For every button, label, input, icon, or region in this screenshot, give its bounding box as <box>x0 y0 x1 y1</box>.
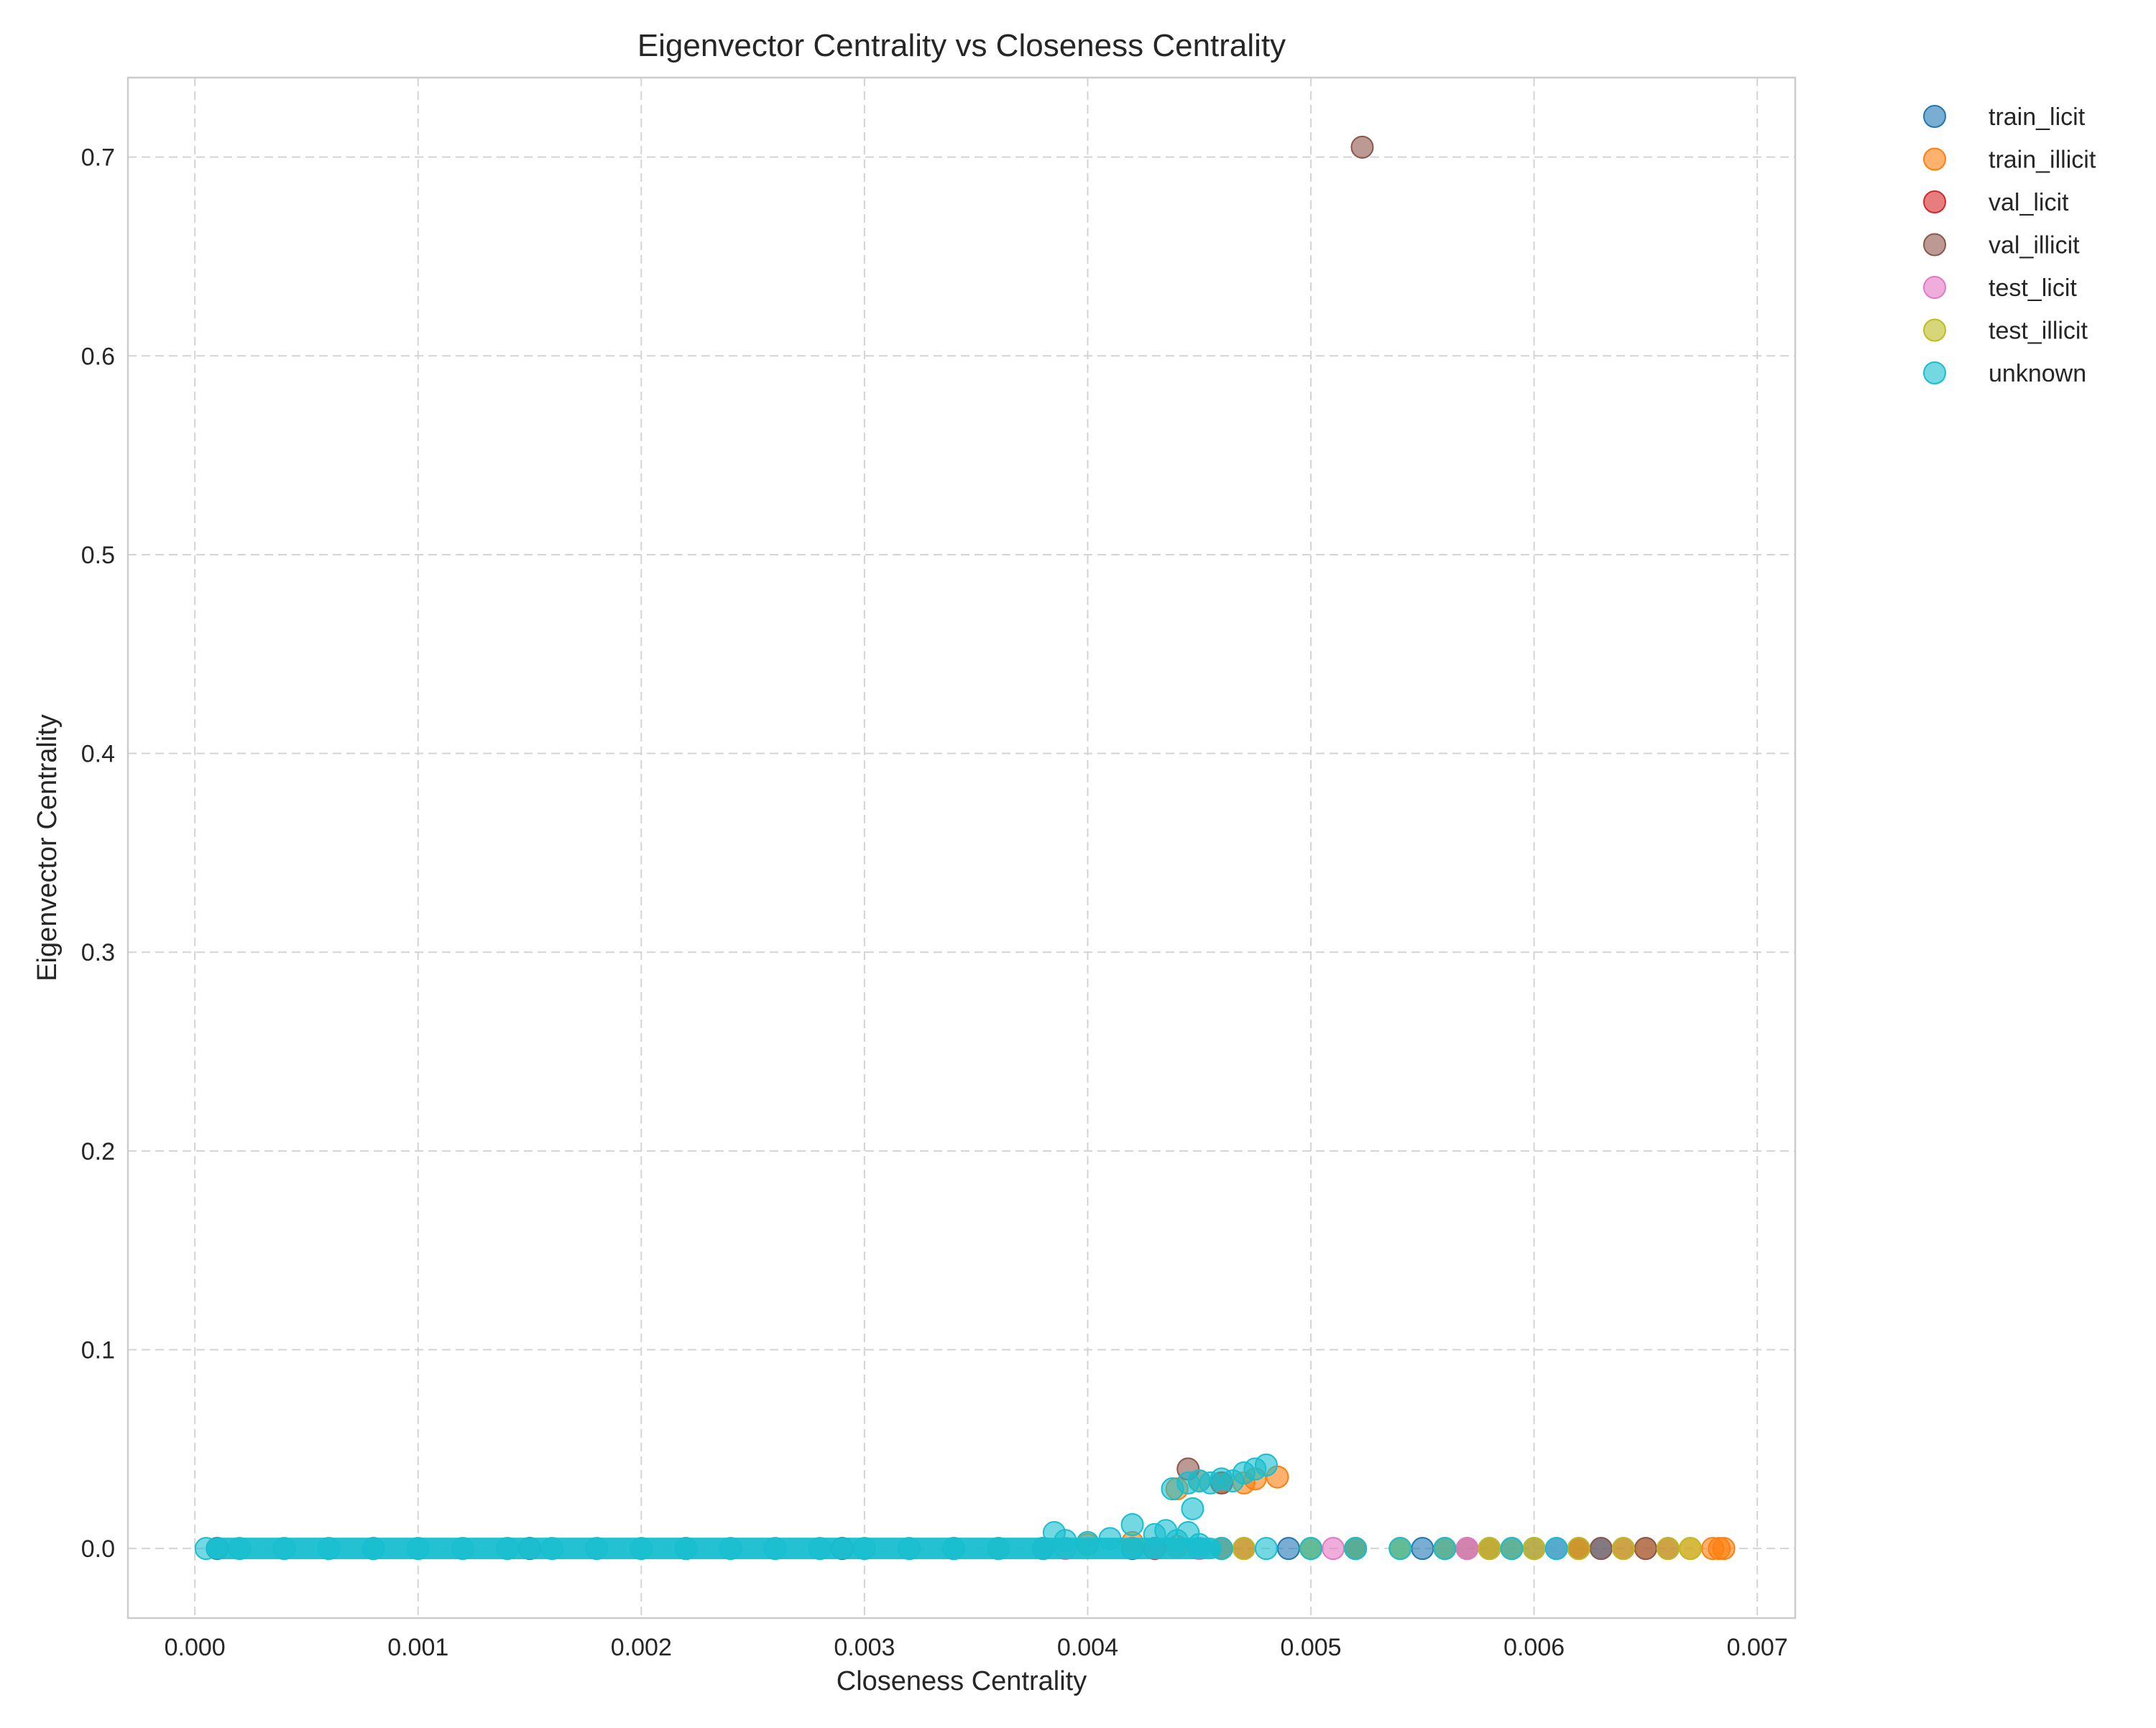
legend-marker <box>1923 233 1946 257</box>
y-tick-label: 0.4 <box>81 741 115 768</box>
x-tick-label: 0.007 <box>1727 1634 1788 1661</box>
data-point <box>1344 1537 1368 1561</box>
legend-label: unknown <box>1989 360 2086 387</box>
data-point <box>1433 1537 1457 1561</box>
legend-marker <box>1923 318 1946 342</box>
data-point <box>1276 1537 1300 1561</box>
data-point <box>1500 1537 1524 1561</box>
data-point <box>1634 1537 1657 1561</box>
legend: train_licit train_illicit val_licit val_ill… <box>1923 103 2096 387</box>
plot-area <box>128 78 1795 1618</box>
data-point <box>1322 1537 1345 1561</box>
grid <box>128 78 1795 1618</box>
tick-labels: 0.000 0.001 0.002 0.003 0.004 0.005 0.006 0.007… <box>81 144 1788 1661</box>
data-point <box>1181 1497 1204 1520</box>
data-point <box>1522 1537 1546 1561</box>
data-point <box>1478 1537 1501 1561</box>
legend-label: test_illicit <box>1989 318 2088 345</box>
legend-marker <box>1923 190 1946 213</box>
y-tick-label: 0.5 <box>81 542 115 569</box>
legend-marker <box>1923 147 1946 171</box>
data-point <box>1544 1537 1568 1561</box>
data-point <box>1411 1537 1434 1561</box>
legend-label: val_licit <box>1989 189 2069 216</box>
data-point <box>1388 1537 1412 1561</box>
y-tick-label: 0.2 <box>81 1138 115 1165</box>
x-tick-label: 0.005 <box>1281 1634 1342 1661</box>
legend-label: val_illicit <box>1989 232 2080 259</box>
data-point <box>1589 1537 1613 1561</box>
data-point <box>1232 1537 1256 1561</box>
legend-label: train_licit <box>1989 103 2086 131</box>
x-axis-label: Closeness Centrality <box>837 1666 1087 1696</box>
x-tick-label: 0.006 <box>1503 1634 1565 1661</box>
data-point <box>1656 1537 1680 1561</box>
y-axis-label: Eigenvector Centrality <box>32 714 63 981</box>
data-point <box>1350 135 1374 159</box>
legend-marker <box>1923 105 1946 128</box>
data-point <box>1567 1537 1590 1561</box>
y-tick-label: 0.7 <box>81 144 115 172</box>
plot-frame <box>126 76 1797 1620</box>
x-tick-label: 0.003 <box>834 1634 895 1661</box>
legend-marker <box>1923 361 1946 384</box>
legend-label: train_illicit <box>1989 147 2096 174</box>
y-tick-label: 0.6 <box>81 343 115 370</box>
x-tick-label: 0.002 <box>611 1634 672 1661</box>
y-tick-label: 0.1 <box>81 1337 115 1364</box>
x-tick-label: 0.004 <box>1057 1634 1118 1661</box>
legend-marker <box>1923 276 1946 299</box>
y-tick-label: 0.0 <box>81 1535 115 1563</box>
legend-label: test_licit <box>1989 274 2077 302</box>
data-point <box>1120 1512 1144 1536</box>
chart-title: Eigenvector Centrality vs Closeness Cent… <box>637 28 1286 63</box>
data-points <box>194 135 1736 1561</box>
data-point <box>1299 1537 1323 1561</box>
data-point <box>1712 1537 1736 1561</box>
data-point <box>1455 1537 1479 1561</box>
x-tick-label: 0.001 <box>387 1634 448 1661</box>
data-point <box>1254 1453 1278 1477</box>
dense-point-band <box>206 1538 1222 1560</box>
data-point <box>1611 1537 1635 1561</box>
y-tick-label: 0.3 <box>81 939 115 966</box>
data-point <box>1679 1537 1703 1561</box>
data-point <box>1254 1537 1278 1561</box>
x-tick-label: 0.000 <box>165 1634 226 1661</box>
